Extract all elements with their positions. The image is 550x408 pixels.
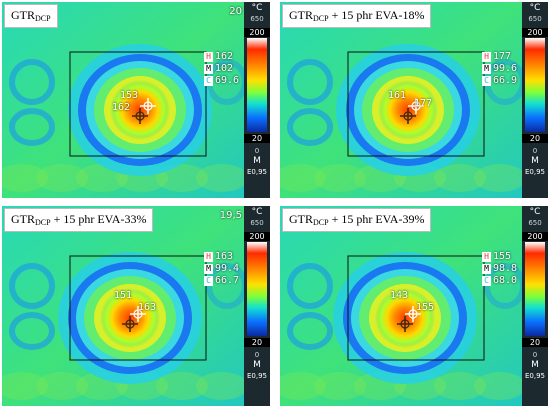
scale-min: 20 bbox=[244, 338, 270, 347]
scale-unit: °C bbox=[529, 207, 541, 217]
mean-value: 102 bbox=[215, 63, 234, 74]
panel-label: GTRDCP + 15 phr EVA-33% bbox=[4, 208, 154, 232]
scale-min: 20 bbox=[522, 338, 548, 347]
scale-max: 200 bbox=[244, 232, 270, 241]
spot-value-b: 177 bbox=[414, 98, 433, 109]
scale-mode: M bbox=[531, 360, 539, 370]
scale-emissivity: E0,95 bbox=[246, 372, 267, 380]
min-key-icon: C bbox=[204, 276, 213, 286]
thermal-panel-3: GTRDCP + 15 phr EVA-33% 19,5 °C 650 200 … bbox=[2, 206, 270, 406]
max-key-icon: H bbox=[204, 52, 213, 62]
scale-unit: °C bbox=[529, 3, 541, 13]
temperature-scale: °C 650 200 20 0 M E0,95 bbox=[522, 2, 548, 198]
panel-label: GTRDCP + 15 phr EVA-39% bbox=[282, 208, 432, 232]
spot-value-b: 155 bbox=[416, 302, 435, 313]
scale-max: 200 bbox=[244, 28, 270, 37]
scale-max: 200 bbox=[522, 28, 548, 37]
thermal-image bbox=[280, 206, 522, 406]
min-value: 69.6 bbox=[215, 75, 240, 86]
max-key-icon: H bbox=[204, 252, 213, 262]
thermal-image bbox=[280, 2, 522, 198]
measure-readout: H 162 M 102 C 69.6 bbox=[204, 51, 239, 87]
temperature-scale: °C 650 200 20 0 M E0,95 bbox=[522, 206, 548, 406]
scale-range-min: 0 bbox=[532, 147, 538, 155]
spot-value-b: 163 bbox=[138, 302, 157, 313]
temperature-scale: °C 650 200 20 0 M E0,95 bbox=[244, 206, 270, 406]
max-value: 155 bbox=[493, 251, 512, 262]
color-bar bbox=[247, 242, 267, 336]
measure-readout: H 163 M 99.4 C 66.7 bbox=[204, 251, 239, 287]
spot-value-a: 143 bbox=[390, 290, 409, 301]
top-value: 20 bbox=[229, 6, 242, 17]
spot-value-a: 151 bbox=[114, 290, 133, 301]
temperature-scale: °C 650 200 20 0 M E0,95 bbox=[244, 2, 270, 198]
scale-min: 20 bbox=[522, 134, 548, 143]
scale-range-max: 650 bbox=[528, 15, 542, 23]
panel-label: GTRDCP + 15 phr EVA-18% bbox=[282, 4, 432, 28]
thermal-panel-2: GTRDCP + 15 phr EVA-18% °C 650 200 20 0 … bbox=[280, 2, 548, 198]
scale-max: 200 bbox=[522, 232, 548, 241]
scale-min: 20 bbox=[244, 134, 270, 143]
min-key-icon: C bbox=[204, 76, 213, 86]
max-key-icon: H bbox=[482, 52, 491, 62]
min-key-icon: C bbox=[482, 76, 491, 86]
thermal-panel-1: GTRDCP 20 °C 650 200 20 0 M E0,95 H 162 M… bbox=[2, 2, 270, 198]
scale-range-max: 650 bbox=[528, 219, 542, 227]
mean-value: 99.6 bbox=[493, 63, 518, 74]
scale-range-min: 0 bbox=[254, 351, 260, 359]
scale-emissivity: E0,95 bbox=[524, 372, 545, 380]
scale-unit: °C bbox=[251, 207, 263, 217]
mean-key-icon: M bbox=[482, 264, 491, 274]
spot-value-a: 153 bbox=[120, 90, 139, 101]
mean-key-icon: M bbox=[204, 264, 213, 274]
mean-value: 99.4 bbox=[215, 263, 240, 274]
min-value: 66.7 bbox=[215, 275, 240, 286]
spot-value-a: 161 bbox=[388, 90, 407, 101]
max-key-icon: H bbox=[482, 252, 491, 262]
mean-key-icon: M bbox=[204, 64, 213, 74]
color-bar bbox=[247, 38, 267, 132]
scale-range-min: 0 bbox=[532, 351, 538, 359]
thermal-panel-4: GTRDCP + 15 phr EVA-39% °C 650 200 20 0 … bbox=[280, 206, 548, 406]
min-key-icon: C bbox=[482, 276, 491, 286]
mean-key-icon: M bbox=[482, 64, 491, 74]
scale-mode: M bbox=[531, 156, 539, 166]
scale-range-min: 0 bbox=[254, 147, 260, 155]
mean-value: 98.8 bbox=[493, 263, 518, 274]
color-bar bbox=[525, 242, 545, 336]
min-value: 66.9 bbox=[493, 75, 518, 86]
max-value: 177 bbox=[493, 51, 512, 62]
scale-emissivity: E0,95 bbox=[246, 168, 267, 176]
scale-range-max: 650 bbox=[250, 15, 264, 23]
scale-mode: M bbox=[253, 156, 261, 166]
max-value: 162 bbox=[215, 51, 234, 62]
scale-unit: °C bbox=[251, 3, 263, 13]
top-value: 19,5 bbox=[219, 210, 242, 221]
scale-mode: M bbox=[253, 360, 261, 370]
scale-range-max: 650 bbox=[250, 219, 264, 227]
max-value: 163 bbox=[215, 251, 234, 262]
scale-emissivity: E0,95 bbox=[524, 168, 545, 176]
color-bar bbox=[525, 38, 545, 132]
min-value: 68.0 bbox=[493, 275, 518, 286]
thermal-image bbox=[2, 2, 244, 198]
thermal-image bbox=[2, 206, 244, 406]
measure-readout: H 177 M 99.6 C 66.9 bbox=[482, 51, 517, 87]
panel-label: GTRDCP bbox=[4, 4, 58, 28]
measure-readout: H 155 M 98.8 C 68.0 bbox=[482, 251, 517, 287]
spot-value-b: 162 bbox=[112, 102, 131, 113]
